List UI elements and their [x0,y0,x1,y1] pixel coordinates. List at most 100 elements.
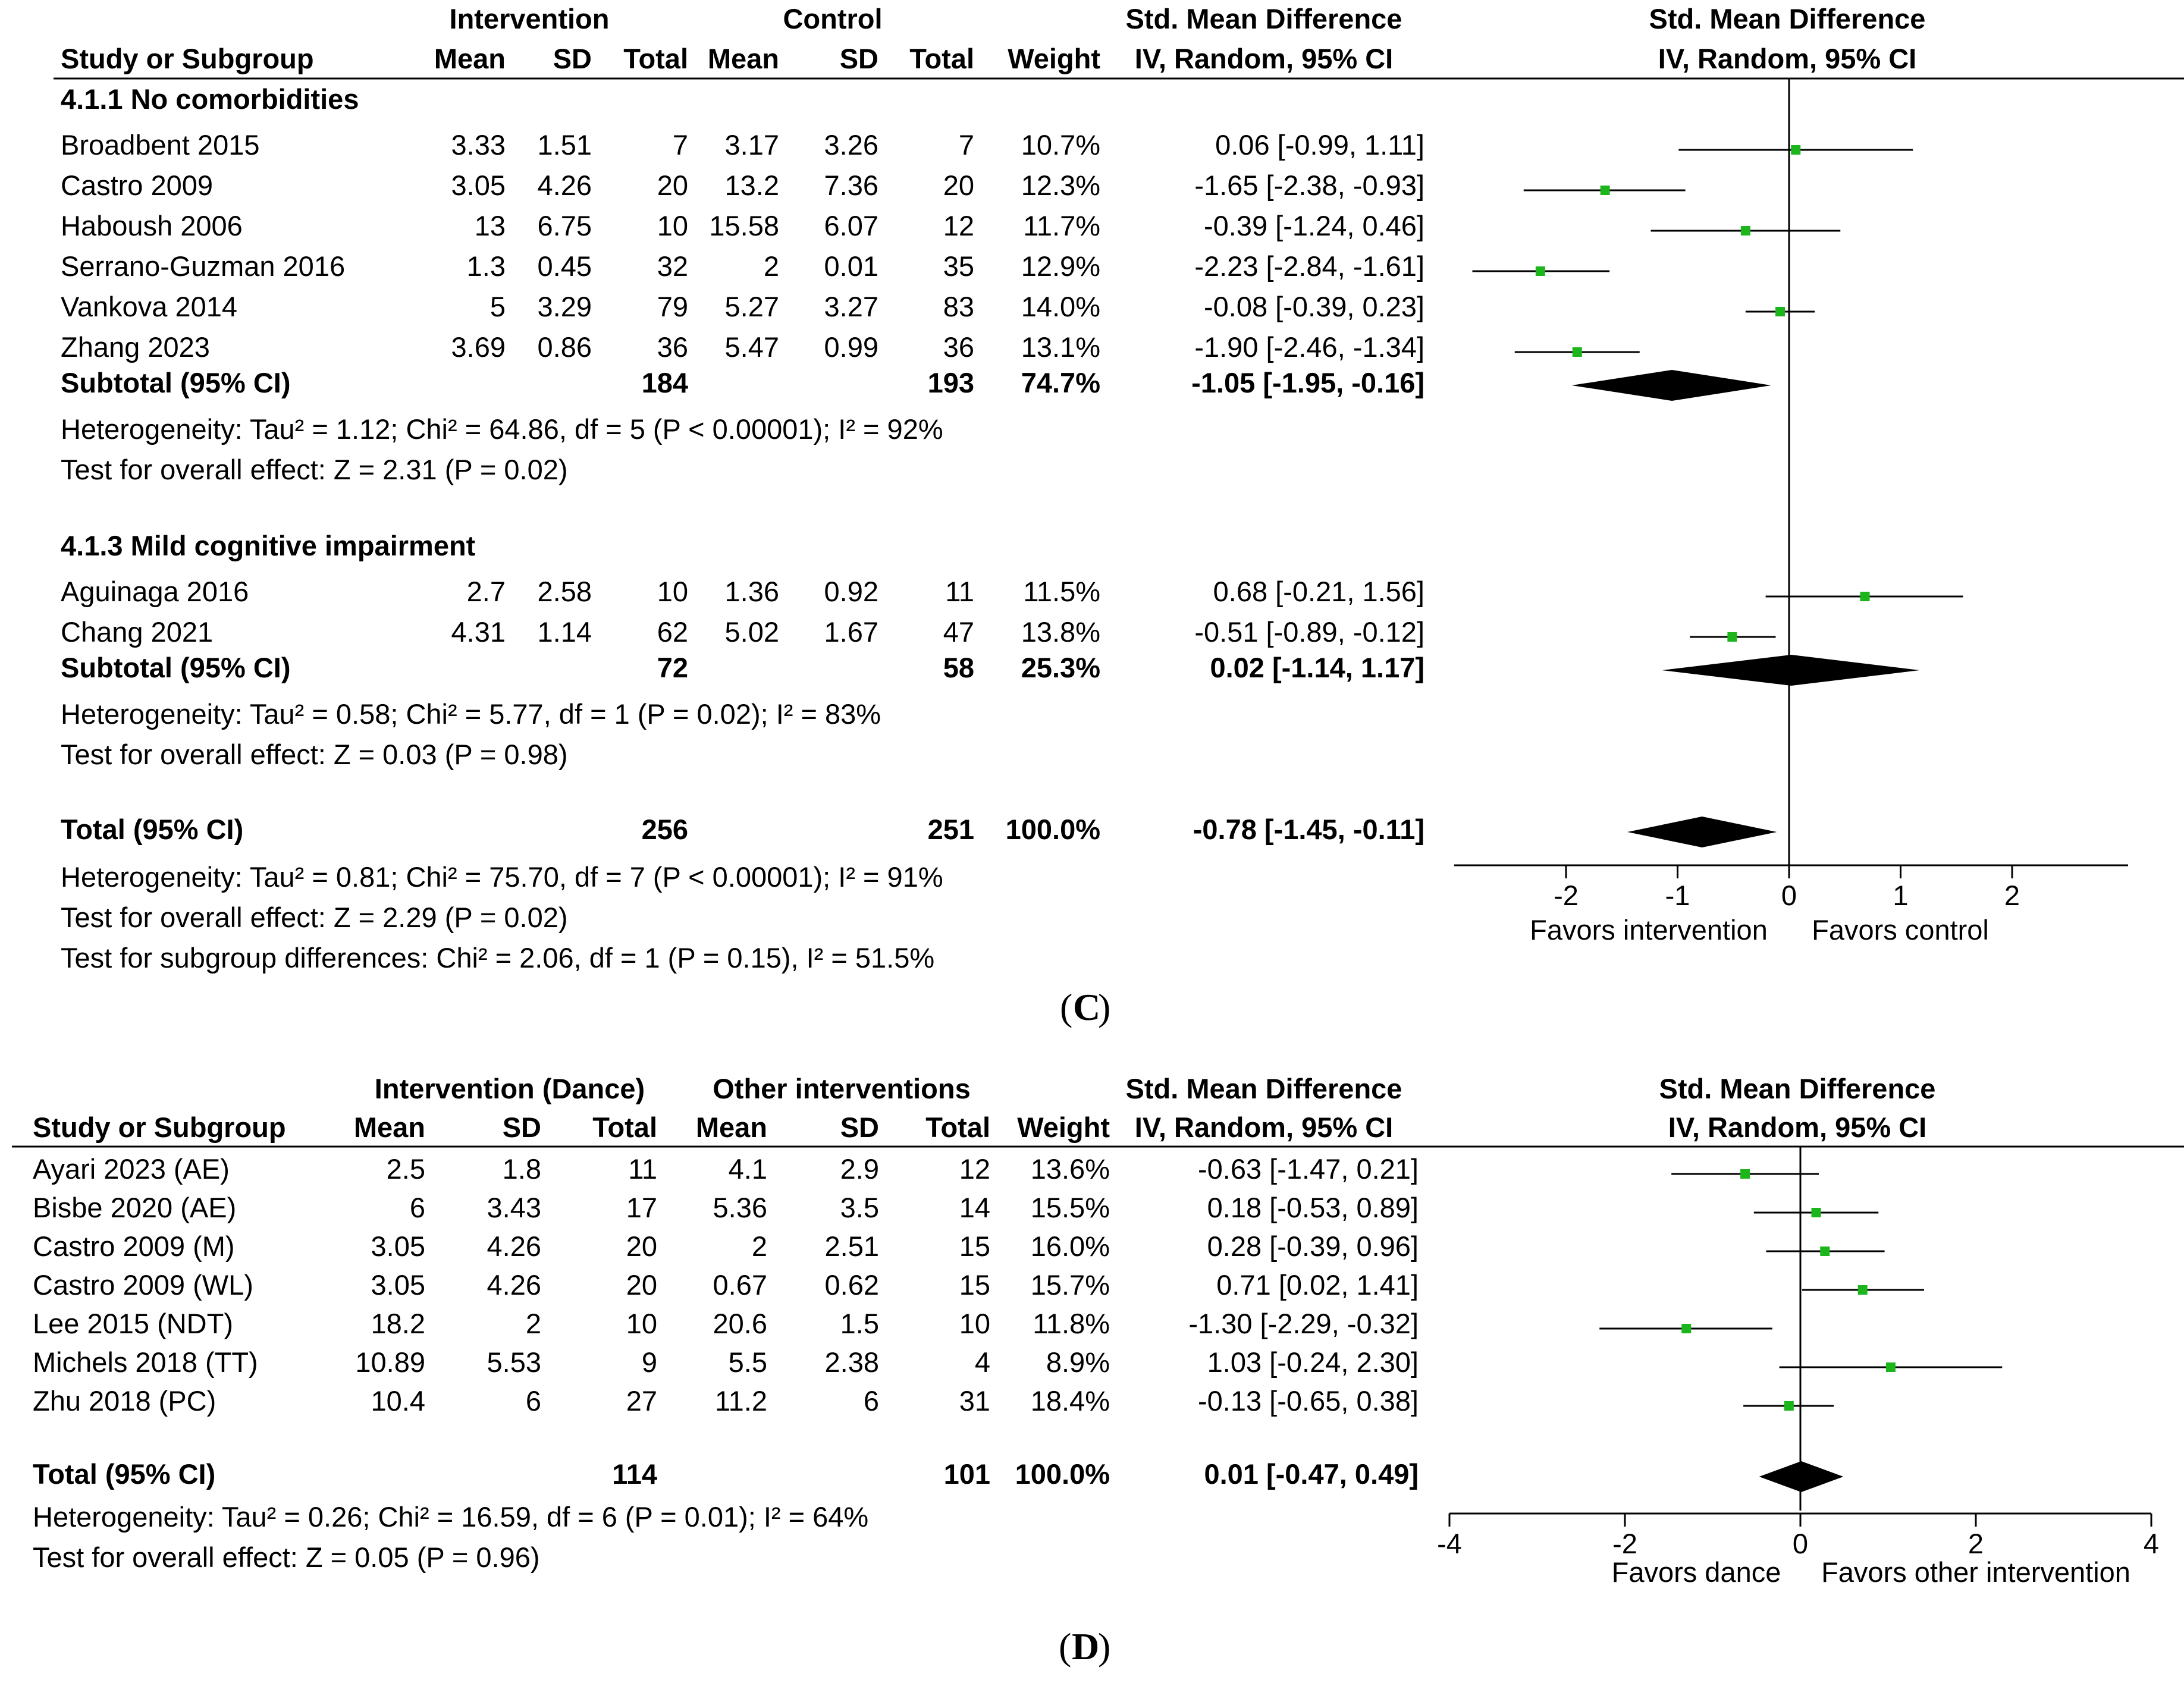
header-study: Study or Subgroup [33,1111,286,1143]
cell-mean2: 15.58 [709,210,779,241]
cell-sd2: 1.5 [840,1308,879,1339]
tick-label: -1 [1665,880,1690,911]
cell-mean1: 3.05 [371,1230,425,1262]
cell-sd2: 2.9 [840,1153,879,1185]
cell-ci: 0.18 [-0.53, 0.89] [1207,1192,1419,1223]
heterogeneity-text: Heterogeneity: Tau² = 1.12; Chi² = 64.86… [61,413,943,445]
cell-total1: 11 [628,1153,657,1185]
cell-sd1: 5.53 [487,1346,541,1378]
cell-mean2: 5.27 [725,291,779,322]
cell-weight: 14.0% [1021,291,1100,322]
cell-total1: 7 [673,129,688,161]
header-plot-sub: IV, Random, 95% CI [1658,43,1916,74]
cell-total2: 101 [944,1458,990,1490]
study-name: Bisbe 2020 (AE) [33,1192,236,1223]
favors-right-label: Favors other intervention [1821,1556,2130,1588]
cell-weight: 74.7% [1021,367,1100,398]
study-name: Michels 2018 (TT) [33,1346,258,1378]
cell-mean2: 5.02 [725,616,779,648]
header-effect-sub: IV, Random, 95% CI [1135,1111,1393,1143]
header-sd1: SD [503,1111,541,1143]
cell-total1: 72 [657,652,688,683]
caption-c-letter: C [1073,986,1100,1028]
study-name: Castro 2009 (WL) [33,1269,253,1301]
cell-ci: -1.90 [-2.46, -1.34] [1194,331,1424,363]
header-plot-title: Std. Mean Difference [1659,1073,1936,1104]
cell-total1: 62 [657,616,688,648]
cell-weight: 11.5% [1023,576,1100,607]
cell-sd1: 0.86 [538,331,592,363]
tick-label: 0 [1793,1528,1808,1559]
study-name: Chang 2021 [61,616,213,648]
header-weight: Weight [1008,43,1100,74]
header-sd1: SD [553,43,592,74]
cell-mean2: 3.17 [725,129,779,161]
study-name: Ayari 2023 (AE) [33,1153,230,1185]
cell-ci: 0.68 [-0.21, 1.56] [1213,576,1424,607]
cell-mean2: 11.2 [715,1385,767,1417]
header-effect-sub: IV, Random, 95% CI [1135,43,1393,74]
cell-total2: 12 [943,210,974,241]
point-estimate [1860,592,1870,601]
overall-effect-text: Test for overall effect: Z = 0.03 (P = 0… [61,739,568,770]
cell-sd2: 0.92 [824,576,878,607]
cell-mean2: 0.67 [713,1269,767,1301]
cell-ci: 1.03 [-0.24, 2.30] [1207,1346,1419,1378]
tick-label: 2 [2004,880,2020,911]
favors-left-label: Favors intervention [1530,914,1768,946]
cell-sd1: 1.8 [503,1153,541,1185]
cell-sd2: 3.26 [824,129,878,161]
cell-sd2: 2.38 [825,1346,879,1378]
caption-d-open: ( [1059,1625,1071,1668]
rows: 4.1.1 No comorbidities Broadbent 2015 3.33… [61,83,1424,974]
tick-label: -2 [1554,880,1579,911]
cell-ci: 0.01 [-0.47, 0.49] [1204,1458,1419,1490]
header-sd2: SD [840,1111,879,1143]
tick-label: -4 [1437,1528,1462,1559]
cell-mean1: 1.3 [467,250,506,282]
cell-mean1: 6 [410,1192,425,1223]
cell-weight: 12.3% [1021,169,1100,201]
point-estimate [1885,1362,1896,1372]
caption-d-letter: D [1072,1625,1099,1668]
cell-sd1: 3.43 [487,1192,541,1223]
cell-sd1: 6 [526,1385,541,1417]
cell-sd2: 0.99 [824,331,878,363]
cell-ci: -0.78 [-1.45, -0.11] [1193,814,1424,845]
cell-total1: 10 [657,576,688,607]
cell-sd1: 4.26 [487,1269,541,1301]
cell-total1: 20 [657,169,688,201]
cell-total1: 36 [657,331,688,363]
caption-c-close: ) [1098,986,1110,1028]
cell-sd2: 1.67 [824,616,878,648]
point-estimate [1784,1401,1794,1411]
cell-ci: 0.06 [-0.99, 1.11] [1215,129,1424,161]
cell-total2: 20 [943,169,974,201]
cell-ci: -0.39 [-1.24, 0.46] [1204,210,1424,241]
summary-diamond [1627,817,1777,847]
caption-c-open: ( [1060,986,1072,1028]
point-estimate [1791,145,1801,155]
point-estimate [1811,1208,1821,1217]
cell-total1: 32 [657,250,688,282]
point-estimate [1727,632,1737,642]
study-name: Serrano-Guzman 2016 [61,250,345,282]
subgroup-title: 4.1.1 No comorbidities [61,83,359,115]
cell-total1: 184 [642,367,688,398]
cell-total2: 83 [943,291,974,322]
study-name: Haboush 2006 [61,210,243,241]
header-effect: Std. Mean Difference [1126,3,1402,34]
study-name: Castro 2009 (M) [33,1230,235,1262]
caption-d-close: ) [1098,1625,1110,1668]
header-group1: Intervention [450,3,610,34]
footer-text: Heterogeneity: Tau² = 0.81; Chi² = 75.70… [61,861,943,893]
point-estimate [1535,266,1545,276]
header-total2: Total [925,1111,990,1143]
cell-ci: -1.30 [-2.29, -0.32] [1188,1308,1419,1339]
cell-total1: 256 [642,814,688,845]
point-estimate [1681,1324,1692,1333]
study-name: Zhang 2023 [61,331,210,363]
cell-total2: 14 [959,1192,990,1223]
cell-total2: 31 [959,1385,990,1417]
header-study: Study or Subgroup [61,43,314,74]
